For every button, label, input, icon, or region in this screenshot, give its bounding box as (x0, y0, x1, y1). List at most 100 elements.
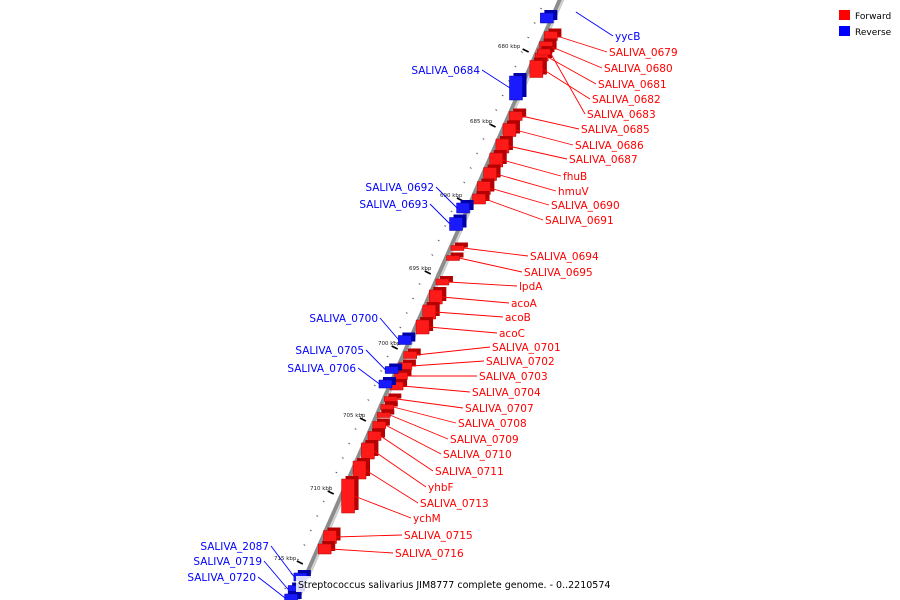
feature-label-saliva-0710[interactable]: SALIVA_0710 (443, 449, 512, 461)
feature-label-saliva-2087[interactable]: SALIVA_2087 (200, 541, 269, 553)
forward-feature-glyph[interactable] (380, 404, 395, 410)
feature-label-saliva-0684[interactable]: SALIVA_0684 (411, 65, 480, 77)
ruler-minor-tick (322, 500, 325, 503)
feature-label-saliva-0716[interactable]: SALIVA_0716 (395, 548, 464, 560)
feature-label-saliva-0706[interactable]: SALIVA_0706 (287, 363, 356, 375)
feature-label-saliva-0713[interactable]: SALIVA_0713 (420, 498, 489, 510)
reverse-feature-glyph[interactable] (398, 335, 412, 345)
feature-leader-line (458, 257, 523, 273)
forward-feature-glyph[interactable] (341, 478, 355, 514)
reverse-feature-glyph[interactable] (456, 202, 470, 214)
feature-label-saliva-0720[interactable]: SALIVA_0720 (187, 572, 256, 584)
reverse-feature-glyph[interactable] (540, 12, 554, 24)
reverse-feature-glyph[interactable] (449, 217, 463, 231)
reverse-feature-glyph[interactable] (384, 366, 399, 374)
feature-label-saliva-0694[interactable]: SALIVA_0694 (530, 251, 599, 263)
feature-label-yycb[interactable]: yycB (615, 31, 640, 43)
forward-feature-glyph[interactable] (403, 351, 417, 359)
forward-feature-glyph[interactable] (472, 193, 486, 205)
feature-label-saliva-0690[interactable]: SALIVA_0690 (551, 200, 620, 212)
feature-label-hmuv[interactable]: hmuV (558, 186, 590, 198)
ruler-minor-tick (335, 471, 338, 474)
forward-feature-glyph[interactable] (450, 245, 465, 251)
feature-label-saliva-0686[interactable]: SALIVA_0686 (575, 140, 644, 152)
feature-label-saliva-0687[interactable]: SALIVA_0687 (569, 154, 638, 166)
ruler-minor-tick (373, 384, 376, 387)
feature-label-saliva-0682[interactable]: SALIVA_0682 (592, 94, 661, 106)
forward-feature-glyph[interactable] (323, 530, 337, 544)
forward-feature-glyph[interactable] (508, 111, 523, 121)
forward-feature-glyph[interactable] (372, 421, 387, 429)
ruler-minor-tick (316, 515, 319, 517)
feature-label-saliva-0685[interactable]: SALIVA_0685 (581, 124, 650, 136)
feature-label-ychm[interactable]: ychM (413, 513, 441, 525)
ruler-minor-tick (297, 558, 300, 561)
feature-leader-line (521, 115, 580, 130)
forward-feature-glyph[interactable] (446, 255, 460, 261)
forward-feature-glyph[interactable] (489, 152, 503, 168)
feature-label-saliva-0691[interactable]: SALIVA_0691 (545, 215, 614, 227)
ruler-minor-tick (386, 355, 389, 358)
reverse-feature-glyph[interactable] (284, 593, 298, 600)
feature-label-lpda[interactable]: lpdA (519, 281, 543, 293)
feature-label-saliva-0707[interactable]: SALIVA_0707 (465, 403, 534, 415)
feature-leader-line (502, 159, 562, 177)
feature-label-fhub[interactable]: fhuB (563, 171, 587, 183)
forward-feature-glyph[interactable] (352, 460, 367, 480)
forward-feature-glyph[interactable] (537, 48, 551, 56)
feature-label-saliva-0709[interactable]: SALIVA_0709 (450, 434, 519, 446)
feature-label-yhbf[interactable]: yhbF (428, 482, 454, 494)
feature-label-saliva-0679[interactable]: SALIVA_0679 (609, 47, 678, 59)
feature-leader-line (549, 51, 586, 115)
feature-label-saliva-0708[interactable]: SALIVA_0708 (458, 418, 527, 430)
forward-feature-glyph[interactable] (361, 442, 375, 460)
forward-feature-glyph[interactable] (377, 412, 391, 418)
feature-leader-line (396, 398, 464, 409)
forward-feature-glyph[interactable] (435, 278, 450, 286)
ruler-minor-tick (405, 312, 408, 314)
legend-forward-label: Forward (855, 12, 891, 22)
feature-label-saliva-0693[interactable]: SALIVA_0693 (359, 199, 428, 211)
feature-label-saliva-0704[interactable]: SALIVA_0704 (472, 387, 541, 399)
ruler-minor-tick (463, 181, 466, 184)
feature-label-acob[interactable]: acoB (505, 312, 531, 324)
feature-label-saliva-0695[interactable]: SALIVA_0695 (524, 267, 593, 279)
ruler-minor-tick (514, 65, 517, 68)
forward-feature-glyph[interactable] (502, 123, 517, 137)
ruler-minor-tick (437, 239, 440, 242)
ruler-major-tick (424, 270, 432, 275)
feature-label-saliva-0711[interactable]: SALIVA_0711 (435, 466, 504, 478)
ruler-minor-tick (476, 152, 479, 155)
feature-label-saliva-0705[interactable]: SALIVA_0705 (295, 345, 364, 357)
feature-label-saliva-0701[interactable]: SALIVA_0701 (492, 342, 561, 354)
feature-leader-line (435, 311, 504, 318)
feature-label-acoc[interactable]: acoC (499, 328, 525, 340)
forward-feature-glyph[interactable] (317, 543, 332, 555)
forward-feature-glyph[interactable] (544, 31, 558, 41)
forward-feature-glyph[interactable] (529, 60, 544, 78)
forward-feature-glyph[interactable] (429, 289, 443, 305)
feature-label-saliva-0702[interactable]: SALIVA_0702 (486, 356, 555, 368)
ruler-minor-tick (367, 399, 370, 401)
forward-feature-glyph[interactable] (415, 319, 430, 335)
forward-feature-glyph[interactable] (384, 396, 398, 402)
forward-feature-glyph[interactable] (483, 167, 497, 181)
feature-label-saliva-0692[interactable]: SALIVA_0692 (365, 182, 434, 194)
feature-label-saliva-0680[interactable]: SALIVA_0680 (604, 63, 673, 75)
feature-label-acoa[interactable]: acoA (511, 298, 538, 310)
reverse-feature-glyph[interactable] (509, 75, 523, 101)
feature-label-saliva-0681[interactable]: SALIVA_0681 (598, 79, 667, 91)
ruler-minor-tick (488, 123, 491, 126)
ruler-minor-tick (412, 297, 415, 300)
feature-leader-line (380, 435, 434, 472)
reverse-feature-glyph[interactable] (378, 379, 393, 389)
feature-label-saliva-0715[interactable]: SALIVA_0715 (404, 530, 473, 542)
ruler-major-tick (296, 560, 304, 565)
feature-label-saliva-0700[interactable]: SALIVA_0700 (309, 313, 378, 325)
forward-feature-glyph[interactable] (422, 304, 436, 320)
feature-label-saliva-0719[interactable]: SALIVA_0719 (193, 556, 262, 568)
feature-label-saliva-0683[interactable]: SALIVA_0683 (587, 109, 656, 121)
feature-label-saliva-0703[interactable]: SALIVA_0703 (479, 371, 548, 383)
forward-feature-glyph[interactable] (367, 431, 382, 441)
forward-feature-glyph[interactable] (495, 138, 510, 154)
